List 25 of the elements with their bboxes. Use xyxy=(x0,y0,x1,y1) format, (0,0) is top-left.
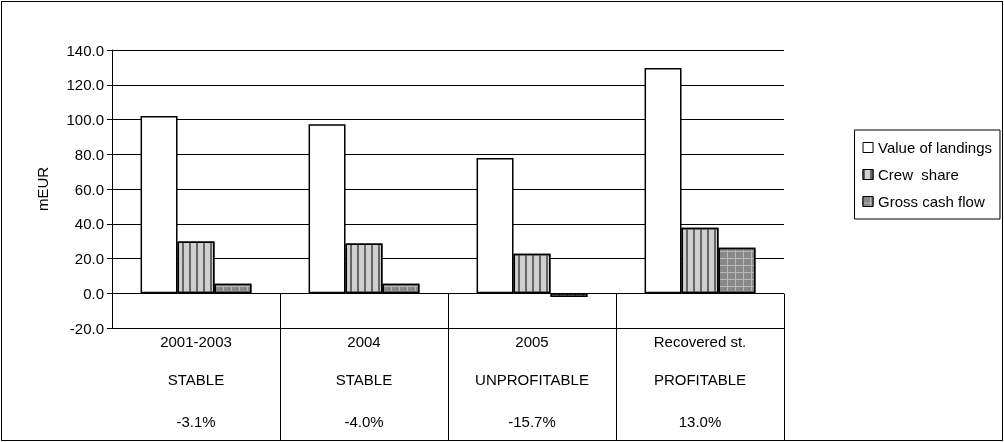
y-tick-label: 120.0 xyxy=(66,76,104,94)
text: -4.0% xyxy=(343,413,385,431)
text: -3.1% xyxy=(175,413,217,431)
y-tick-label: 100.0 xyxy=(66,111,104,128)
text: STABLE xyxy=(334,371,394,389)
y-axis-title: mEUR xyxy=(34,166,51,212)
x-tick-label: 2001-2003 xyxy=(160,333,232,350)
text: UNPROFITABLE xyxy=(474,371,590,389)
y-tick-label: 140.0 xyxy=(66,41,104,59)
text: STABLE xyxy=(166,371,226,389)
y-tick-label: 80.0 xyxy=(74,145,104,163)
y-tick-label: 0.0 xyxy=(83,284,104,302)
legend-label: Gross cash flow xyxy=(878,193,985,210)
text: 13.0% xyxy=(677,413,723,431)
x-tick-label: Recovered st. xyxy=(653,333,747,350)
y-tick-label: 60.0 xyxy=(74,180,104,198)
x-tick-label: 2004 xyxy=(347,333,381,350)
legend-label: Crew share xyxy=(878,166,959,183)
text: -15.7% xyxy=(507,413,557,431)
legend-label: Value of landings xyxy=(878,139,993,156)
y-tick-label: -20.0 xyxy=(69,319,104,337)
y-tick-label: 20.0 xyxy=(74,250,104,267)
text: PROFITABLE xyxy=(652,371,748,389)
x-tick-label: 2005 xyxy=(515,333,549,350)
y-tick-label: 40.0 xyxy=(74,215,104,233)
